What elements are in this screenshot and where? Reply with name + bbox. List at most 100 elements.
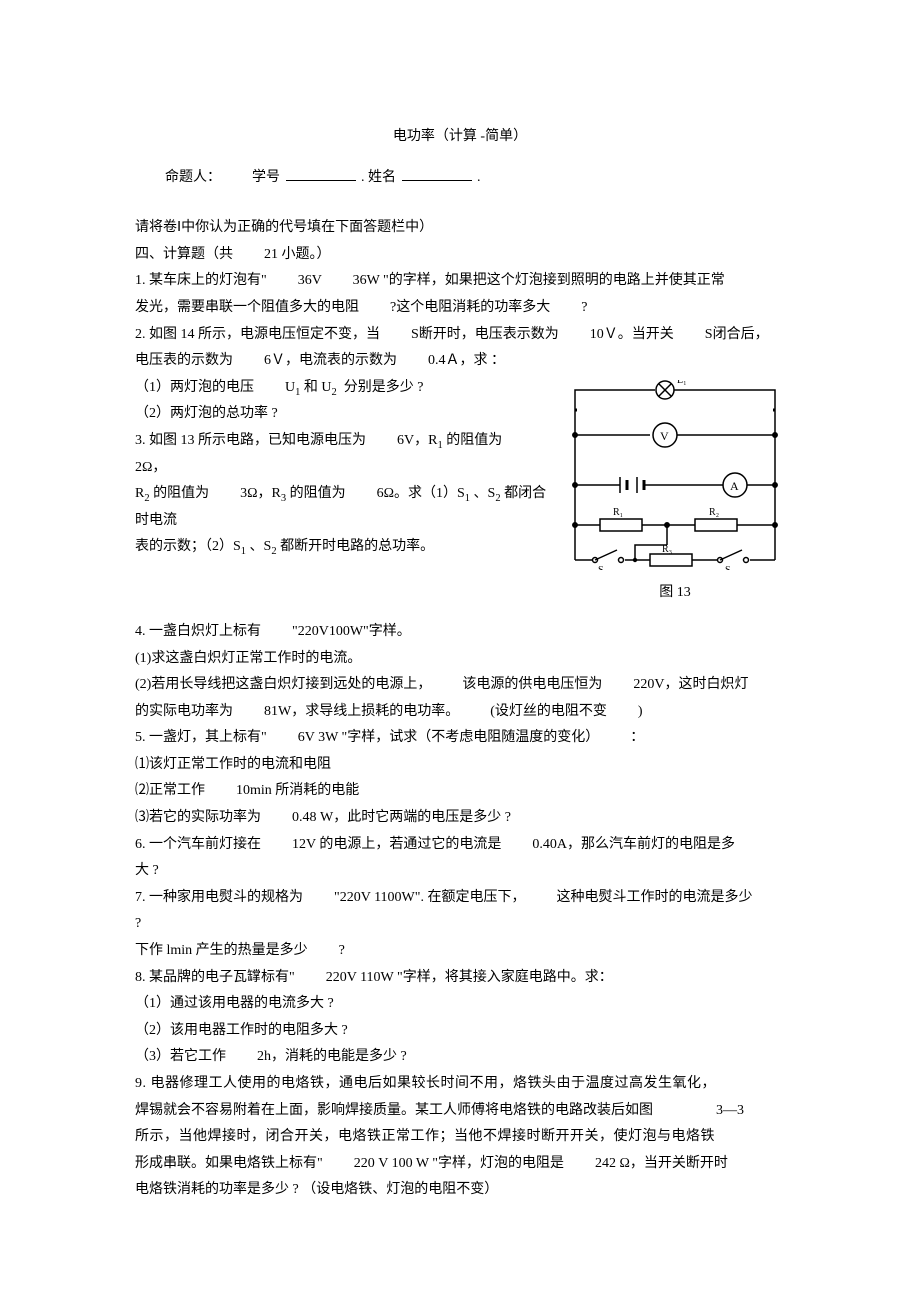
label-V: V: [660, 429, 669, 443]
q3-l2: R2 的阻值为 3Ω，R3 的阻值为 6Ω。求（1）S1 、S2 都闭合时电流: [135, 481, 555, 534]
t: 36V: [298, 273, 322, 288]
label-R2: R₂: [709, 507, 719, 518]
sub-2: 2: [271, 546, 276, 557]
q9-l2: 焊锡就会不容易附着在上面，影响焊接质量。某工人师傅将电烙铁的电路改装后如图 3—…: [135, 1098, 785, 1125]
q3-text: 3. 如图 13 所示电路，已知电源电压为 6V，R1 的阻值为 2Ω， R2 …: [135, 428, 555, 561]
t: 的实际电功率为: [135, 704, 233, 719]
t: ): [638, 704, 643, 719]
t: 10min 所消耗的电能: [236, 783, 359, 798]
q5: 5. 一盏灯，其上标有" 6V 3W "字样，试求（不考虑电阻随温度的变化） ：…: [135, 725, 785, 831]
q8-l3: （2）该用电器工作时的电阻多大 ?: [135, 1018, 785, 1045]
t: 的阻值为: [290, 486, 346, 501]
q4-l4: 的实际电功率为 81W，求导线上损耗的电功率。 (设灯丝的电阻不变 ): [135, 699, 785, 726]
t: 220 V 100 W "字样，灯泡的电阻是: [354, 1156, 564, 1171]
t: 都断开时电路的总功率。: [280, 539, 434, 554]
t: ?: [135, 916, 141, 931]
q5-l3: ⑵正常工作 10min 所消耗的电能: [135, 778, 785, 805]
label-R1: R₁: [613, 507, 623, 518]
t: 电压表的示数为: [135, 353, 233, 368]
t: 5. 一盏灯，其上标有": [135, 730, 267, 745]
name-blank[interactable]: [402, 166, 472, 181]
q8: 8. 某品牌的电子瓦罉标有" 220V 110W "字样，将其接入家庭电路中。求…: [135, 965, 785, 1071]
sub-1: 1: [437, 440, 442, 451]
sub-1: 1: [465, 493, 470, 504]
q9: 9. 电器修理工人使用的电烙铁，通电后如果较长时间不用，烙铁头由于温度过高发生氧…: [135, 1071, 785, 1204]
q8-l1: 8. 某品牌的电子瓦罉标有" 220V 110W "字样，将其接入家庭电路中。求…: [135, 965, 785, 992]
t: 和 U: [304, 380, 332, 395]
t: 分别是多少 ?: [344, 380, 424, 395]
t: ?: [339, 943, 345, 958]
t: "220V100W"字样。: [292, 624, 411, 639]
intro-line2a: 四、计算题（共: [135, 247, 233, 262]
t: 发光，需要串联一个阻值多大的电阻: [135, 300, 359, 315]
q6-l1: 6. 一个汽车前灯接在 12V 的电源上，若通过它的电流是 0.40A，那么汽车…: [135, 832, 785, 859]
author-label: 命题人：: [165, 170, 221, 185]
t: 2Ω，: [135, 460, 166, 475]
sub-1: 1: [241, 546, 246, 557]
t: ⑵正常工作: [135, 783, 205, 798]
t: 这种电熨斗工作时的电流是多少: [556, 890, 752, 905]
t: 12V 的电源上，若通过它的电流是: [292, 837, 501, 852]
id-blank[interactable]: [286, 166, 356, 181]
t: 3. 如图 13 所示电路，已知电源电压为: [135, 433, 366, 448]
t: 6Ｖ，电流表的示数为: [264, 353, 397, 368]
q8-l4: （3）若它工作 2h，消耗的电能是多少 ?: [135, 1044, 785, 1071]
q1-l1: 1. 某车床上的灯泡有" 36V 36W "的字样，如果把这个灯泡接到照明的电路…: [135, 268, 785, 295]
id-label: 学号: [252, 170, 280, 185]
sub-2: 2: [332, 387, 337, 398]
t: 0.4Ａ，求 ：: [428, 353, 505, 368]
t: 2. 如图 14 所示，电源电压恒定不变，当: [135, 327, 380, 342]
t: 下作 lmin 产生的热量是多少: [135, 943, 308, 958]
q7-l2: 下作 lmin 产生的热量是多少 ?: [135, 938, 785, 965]
figure-13-label: 图 13: [555, 580, 795, 607]
t: 6Ω。求（1）S: [377, 486, 465, 501]
intro-line2: 四、计算题（共 21 小题。）: [135, 242, 785, 269]
t: 6V 3W "字样，试求（不考虑电阻随温度的变化）: [298, 730, 600, 745]
q5-l4: ⑶若它的实际功率为 0.48 W，此时它两端的电压是多少 ?: [135, 805, 785, 832]
q4-l3: (2)若用长导线把这盏白炽灯接到远处的电源上， 该电源的供电电压恒为 220V，…: [135, 672, 785, 699]
t: ⑶若它的实际功率为: [135, 810, 261, 825]
circuit-diagram-icon: L₁ V: [555, 380, 795, 570]
sub-1: 1: [295, 387, 300, 398]
q6: 6. 一个汽车前灯接在 12V 的电源上，若通过它的电流是 0.40A，那么汽车…: [135, 832, 785, 885]
t: 81W，求导线上损耗的电功率。: [264, 704, 459, 719]
t: 的阻值为: [153, 486, 209, 501]
t: (2)若用长导线把这盏白炽灯接到远处的电源上，: [135, 677, 431, 692]
t: 表的示数；（2）S: [135, 539, 241, 554]
sub-2: 2: [495, 493, 500, 504]
intro-line1: 请将卷Ⅰ中你认为正确的代号填在下面答题栏中）: [135, 215, 785, 242]
q3: 3. 如图 13 所示电路，已知电源电压为 6V，R1 的阻值为 2Ω， R2 …: [135, 428, 785, 561]
t: S断开时，电压表示数为: [411, 327, 559, 342]
q5-l1: 5. 一盏灯，其上标有" 6V 3W "字样，试求（不考虑电阻随温度的变化） ：: [135, 725, 785, 752]
figure-13: L₁ V: [555, 380, 795, 607]
t: U: [285, 380, 295, 395]
t: （3）若它工作: [135, 1049, 226, 1064]
t: 1. 某车床上的灯泡有": [135, 273, 267, 288]
t: 2h，消耗的电能是多少 ?: [257, 1049, 407, 1064]
q9-l3: 所示，当他焊接时，闭合开关，电烙铁正常工作；当他不焊接时断开开关，使灯泡与电烙铁: [135, 1124, 785, 1151]
sub-2: 2: [144, 493, 149, 504]
q2-l1: 2. 如图 14 所示，电源电压恒定不变，当 S断开时，电压表示数为 10Ｖ。当…: [135, 322, 785, 349]
q9-l4: 形成串联。如果电烙铁上标有" 220 V 100 W "字样，灯泡的电阻是 24…: [135, 1151, 785, 1178]
header-trail: .: [477, 170, 481, 185]
q8-l2: （1）通过该用电器的电流多大 ?: [135, 991, 785, 1018]
t: 36W "的字样，如果把这个灯泡接到照明的电路上并使其正常: [353, 273, 725, 288]
name-label: . 姓名: [361, 170, 396, 185]
t: 焊锡就会不容易附着在上面，影响焊接质量。某工人师傅将电烙铁的电路改装后如图: [135, 1103, 653, 1118]
t: R: [135, 486, 144, 501]
page: 电功率（计算 -简单） 命题人： 学号 . 姓名 . 请将卷Ⅰ中你认为正确的代号…: [0, 0, 920, 1264]
t: 、S: [474, 486, 496, 501]
t: 该电源的供电电压恒为: [462, 677, 602, 692]
q7: 7. 一种家用电熨斗的规格为 "220V 1100W". 在额定电压下， 这种电…: [135, 885, 785, 965]
q4-l2: (1)求这盏白炽灯正常工作时的电流。: [135, 646, 785, 673]
document-title: 电功率（计算 -简单）: [135, 124, 785, 151]
q2-l2: 电压表的示数为 6Ｖ，电流表的示数为 0.4Ａ，求 ：: [135, 348, 785, 375]
q5-l2: ⑴该灯正常工作时的电流和电阻: [135, 752, 785, 779]
t: 8. 某品牌的电子瓦罉标有": [135, 970, 295, 985]
t: 、S: [250, 539, 272, 554]
t: 3—3: [716, 1103, 744, 1118]
q3-l3: 表的示数；（2）S1 、S2 都断开时电路的总功率。: [135, 534, 555, 561]
t: 7. 一种家用电熨斗的规格为: [135, 890, 303, 905]
q1-l2: 发光，需要串联一个阻值多大的电阻 ?这个电阻消耗的功率多大 ?: [135, 295, 785, 322]
q4: 4. 一盏白炽灯上标有 "220V100W"字样。 (1)求这盏白炽灯正常工作时…: [135, 619, 785, 725]
